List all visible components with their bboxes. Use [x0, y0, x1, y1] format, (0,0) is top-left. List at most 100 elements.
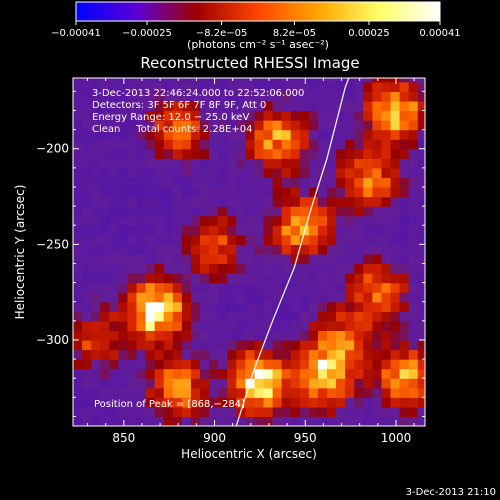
heatmap-cell: [200, 100, 210, 112]
heatmap-cell: [345, 186, 355, 198]
heatmap-cell: [254, 387, 265, 398]
heatmap-cell: [354, 234, 364, 245]
heatmap-cell: [82, 186, 92, 198]
heatmap-cell: [227, 273, 237, 284]
heatmap-cell: [299, 349, 310, 360]
heatmap-cell: [354, 311, 364, 322]
heatmap-cell: [136, 273, 147, 284]
heatmap-cell: [317, 406, 328, 418]
heatmap-cell: [317, 120, 328, 131]
heatmap-cell: [417, 110, 425, 121]
heatmap-cell: [245, 253, 256, 265]
heatmap-cell: [145, 167, 156, 179]
heatmap-cell: [200, 177, 210, 188]
heatmap-cell: [308, 167, 319, 179]
heatmap-cell: [218, 292, 228, 303]
heatmap-cell: [118, 110, 129, 121]
heatmap-cell: [181, 177, 192, 188]
heatmap-cell: [209, 282, 219, 293]
heatmap-cell: [399, 186, 410, 198]
heatmap-cell: [272, 330, 283, 341]
heatmap-cell: [109, 263, 119, 274]
heatmap-cell: [363, 177, 373, 188]
heatmap-cell: [227, 129, 237, 140]
heatmap-cell: [209, 120, 219, 131]
heatmap-cell: [272, 368, 283, 379]
heatmap-cell: [109, 292, 119, 303]
heatmap-cell: [272, 81, 283, 92]
heatmap-cell: [109, 120, 119, 131]
heatmap-cell: [127, 100, 138, 112]
heatmap-cell: [190, 91, 201, 102]
heatmap-cell: [345, 263, 355, 274]
heatmap-cell: [345, 387, 355, 398]
heatmap-cell: [236, 81, 246, 92]
heatmap-cell: [245, 282, 256, 293]
heatmap-cell: [290, 215, 301, 226]
heatmap-cell: [263, 244, 274, 255]
heatmap-cell: [227, 253, 237, 265]
heatmap-cell: [154, 234, 165, 245]
heatmap-cell: [399, 206, 410, 217]
heatmap-cell: [408, 139, 419, 150]
heatmap-cell: [73, 177, 83, 188]
heatmap-cell: [290, 282, 301, 293]
heatmap-cell: [336, 81, 346, 92]
heatmap-cell: [181, 368, 192, 379]
heatmap-cell: [200, 196, 210, 207]
heatmap-cell: [381, 186, 392, 198]
heatmap-cell: [381, 406, 392, 418]
heatmap-cell: [163, 349, 174, 360]
heatmap-cell: [354, 206, 364, 217]
heatmap-cell: [408, 320, 419, 331]
heatmap-cell: [417, 301, 425, 312]
heatmap-cell: [200, 378, 210, 389]
heatmap-cell: [209, 406, 219, 418]
heatmap-cell: [100, 311, 110, 322]
heatmap-cell: [290, 397, 301, 408]
heatmap-cell: [408, 378, 419, 389]
heatmap-cell: [154, 301, 165, 312]
colorbar-tick-label: −0.00025: [122, 28, 172, 39]
heatmap-cell: [163, 186, 174, 198]
heatmap-cell: [154, 81, 165, 92]
heatmap-cell: [390, 253, 401, 265]
heatmap-cell: [354, 320, 364, 331]
heatmap-cell: [145, 81, 156, 92]
heatmap-cell: [408, 148, 419, 159]
heatmap-cell: [236, 273, 246, 284]
heatmap-cell: [381, 320, 392, 331]
heatmap-cell: [227, 397, 237, 408]
heatmap-cell: [172, 397, 183, 408]
heatmap-cell: [100, 100, 110, 112]
heatmap-cell: [190, 397, 201, 408]
heatmap-cell: [272, 273, 283, 284]
heatmap-cell: [372, 177, 383, 188]
heatmap-cell: [272, 378, 283, 389]
heatmap-cell: [363, 120, 373, 131]
heatmap-cell: [172, 129, 183, 140]
heatmap-cell: [109, 139, 119, 150]
heatmap-cell: [91, 330, 101, 341]
heatmap-cell: [336, 397, 346, 408]
heatmap-cell: [354, 186, 364, 198]
heatmap-cell: [236, 234, 246, 245]
heatmap-cell: [136, 282, 147, 293]
heatmap-cell: [399, 100, 410, 112]
heatmap-cell: [163, 196, 174, 207]
heatmap-cell: [109, 273, 119, 284]
heatmap-cell: [190, 148, 201, 159]
heatmap-cell: [145, 110, 156, 121]
heatmap-cell: [299, 129, 310, 140]
heatmap-cell: [354, 406, 364, 418]
heatmap-cell: [163, 253, 174, 265]
heatmap-cell: [336, 406, 346, 418]
heatmap-cell: [381, 234, 392, 245]
heatmap-cell: [109, 110, 119, 121]
heatmap-cell: [327, 416, 337, 426]
heatmap-cell: [372, 100, 383, 112]
heatmap-cell: [82, 397, 92, 408]
heatmap-cell: [299, 253, 310, 265]
heatmap-cell: [327, 378, 337, 389]
heatmap-cell: [399, 339, 410, 351]
